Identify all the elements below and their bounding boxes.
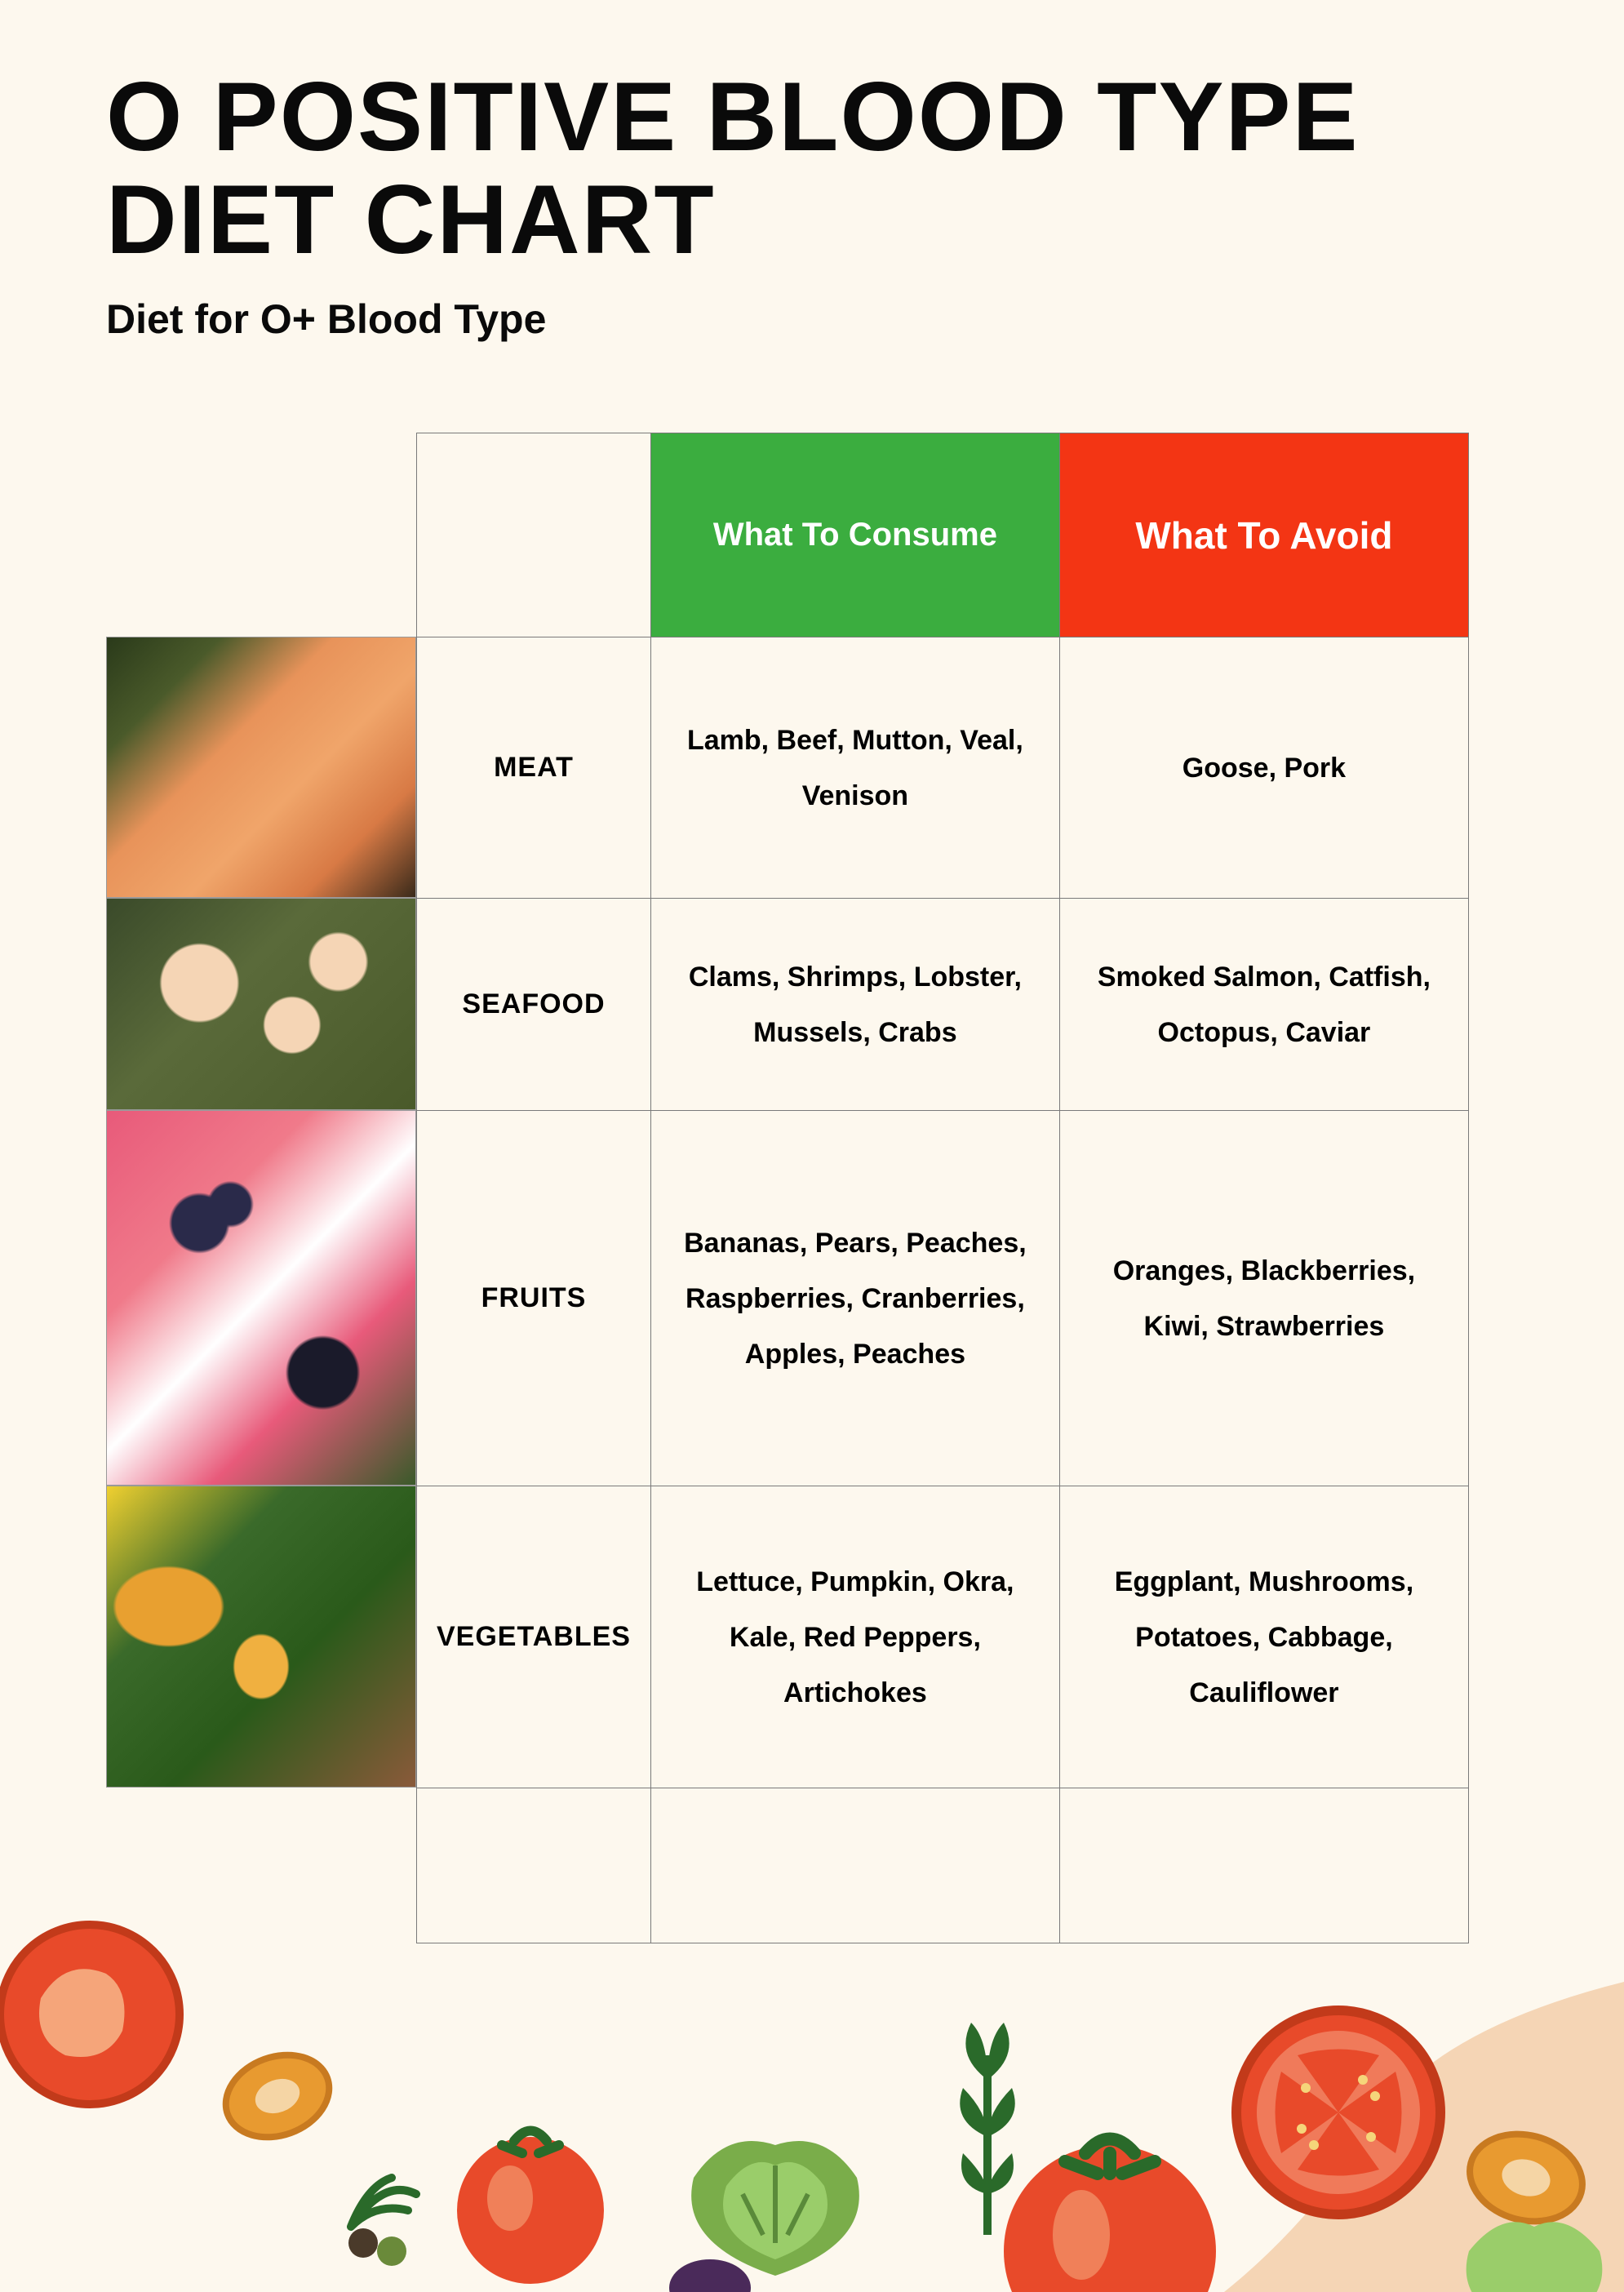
meat-image [106, 637, 416, 898]
carrot-chip-icon [215, 2041, 341, 2152]
header-avoid: What To Avoid [1059, 433, 1468, 637]
tomato-large-icon [1004, 2139, 1216, 2292]
eggplant-icon [669, 2259, 751, 2292]
category-cell: FRUITS [417, 1111, 651, 1486]
table-row: MEAT Lamb, Beef, Mutton, Veal, Venison G… [417, 637, 1469, 899]
header-blank [417, 433, 651, 637]
table-row: VEGETABLES Lettuce, Pumpkin, Okra, Kale,… [417, 1486, 1469, 1788]
tomato-slice-icon [1236, 2010, 1440, 2214]
carrot-chip-icon [1460, 2122, 1592, 2234]
fruits-image [106, 1110, 416, 1486]
consume-cell: Bananas, Pears, Peaches, Raspberries, Cr… [650, 1111, 1059, 1486]
empty-cell [1059, 1788, 1468, 1943]
table-row-empty [417, 1788, 1469, 1943]
empty-cell [417, 1788, 651, 1943]
page-title: O POSITIVE BLOOD TYPE DIET CHART [106, 65, 1542, 271]
avoid-cell: Oranges, Blackberries, Kiwi, Strawberrie… [1059, 1111, 1468, 1486]
header-consume: What To Consume [650, 433, 1059, 637]
table-row: SEAFOOD Clams, Shrimps, Lobster, Mussels… [417, 899, 1469, 1111]
decorative-footer [0, 1884, 1624, 2292]
category-cell: MEAT [417, 637, 651, 899]
consume-cell: Lettuce, Pumpkin, Okra, Kale, Red Pepper… [650, 1486, 1059, 1788]
category-cell: VEGETABLES [417, 1486, 651, 1788]
consume-cell: Clams, Shrimps, Lobster, Mussels, Crabs [650, 899, 1059, 1111]
table-row: FRUITS Bananas, Pears, Peaches, Raspberr… [417, 1111, 1469, 1486]
image-column [106, 433, 416, 1943]
herb-icon [348, 2178, 416, 2266]
diet-table: What To Consume What To Avoid MEAT Lamb,… [416, 433, 1469, 1943]
seafood-image [106, 898, 416, 1110]
empty-cell [650, 1788, 1059, 1943]
tomato-icon [457, 2131, 604, 2285]
page-subtitle: Diet for O+ Blood Type [106, 295, 1542, 343]
avoid-cell: Eggplant, Mushrooms, Potatoes, Cabbage, … [1059, 1486, 1468, 1788]
diet-table-wrap: What To Consume What To Avoid MEAT Lamb,… [106, 433, 1542, 1943]
category-cell: SEAFOOD [417, 899, 651, 1111]
lettuce-icon [691, 2141, 859, 2276]
vegetables-image [106, 1486, 416, 1788]
avoid-cell: Goose, Pork [1059, 637, 1468, 899]
arugula-icon [960, 2023, 1015, 2235]
diet-table-body: MEAT Lamb, Beef, Mutton, Veal, Venison G… [417, 637, 1469, 1943]
blob-shape [1224, 1982, 1624, 2292]
tomato-slice-icon [0, 1925, 180, 2104]
lettuce-icon [1466, 2222, 1603, 2292]
consume-cell: Lamb, Beef, Mutton, Veal, Venison [650, 637, 1059, 899]
avoid-cell: Smoked Salmon, Catfish, Octopus, Caviar [1059, 899, 1468, 1111]
